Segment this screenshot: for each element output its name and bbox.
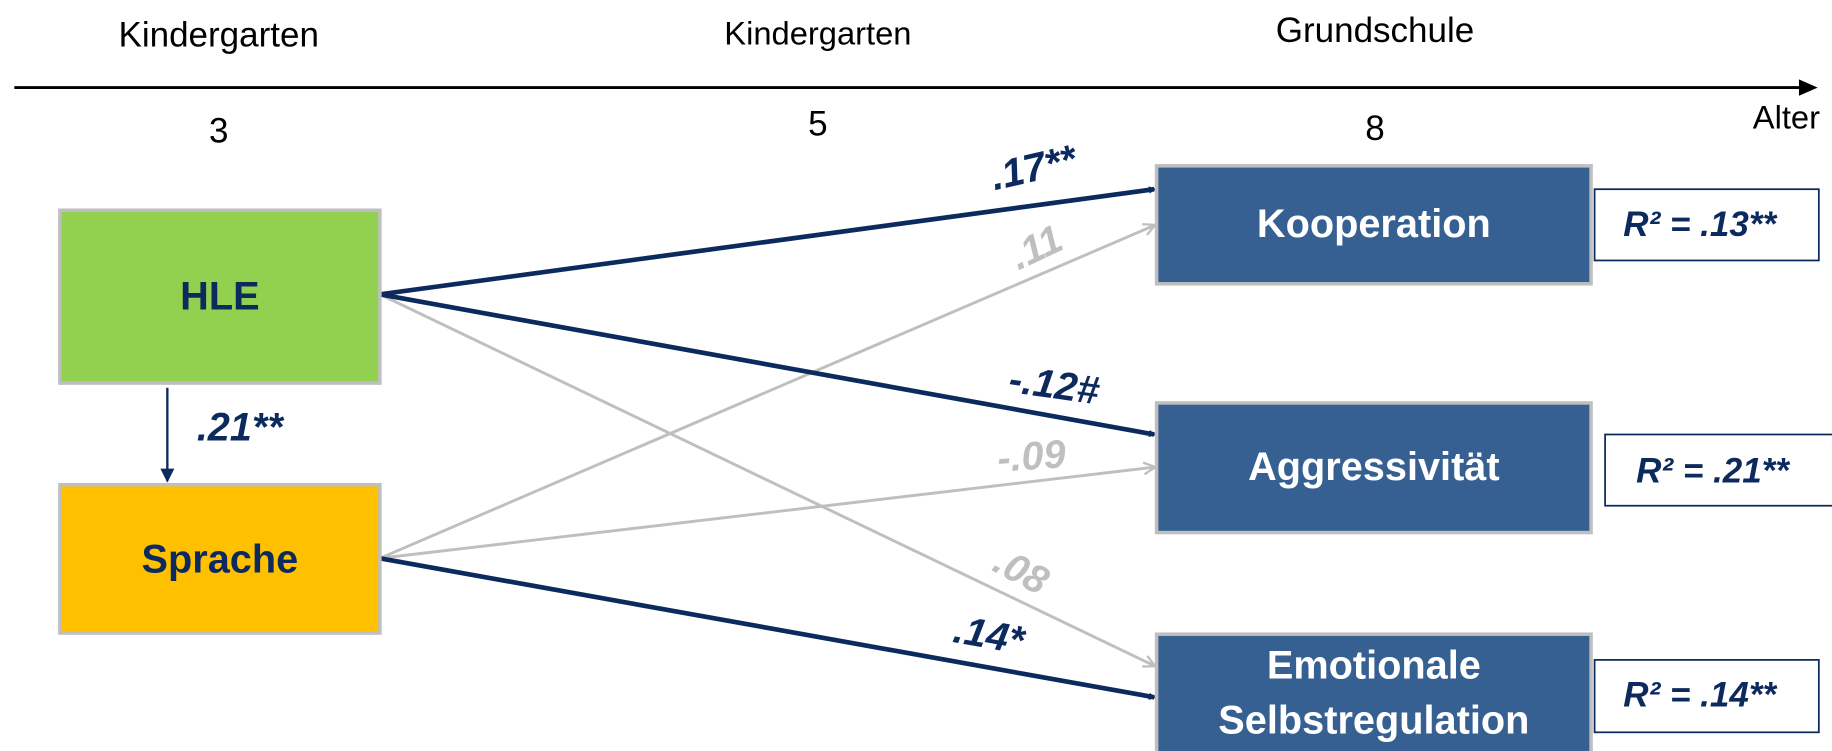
edge [379,223,1158,560]
node-label: Kooperation [1257,202,1491,246]
node-label: Emotionale [1267,644,1481,688]
edge [379,461,1159,560]
node-box [1154,164,1593,286]
timeline-arrowhead [1798,79,1818,96]
age-label: 8 [1365,109,1384,148]
r2-box [1593,659,1820,734]
stage-label: Grundschule [1276,11,1475,50]
node-box [58,208,382,385]
edge-label: .14* [950,607,1029,663]
edge [379,186,1157,297]
edge [379,292,1157,438]
node-label: Sprache [142,537,299,581]
node-box [58,482,382,635]
node-box [1154,401,1593,535]
r2-label: R² = .21** [1636,451,1790,490]
edge-label: -.09 [996,432,1067,481]
age-label: 3 [209,111,228,150]
axis-label: Alter [1753,98,1820,135]
stage-label: Kindergarten [724,14,911,51]
edge [379,293,1158,668]
edge-label: -.12# [1006,357,1103,413]
edge [379,555,1157,700]
node-label: HLE [180,274,259,318]
age-label: 5 [808,104,827,143]
edge-label: .21** [197,405,285,449]
r2-box [1593,188,1820,262]
stage-label: Kindergarten [118,16,319,55]
node-label: Selbstregulation [1218,698,1529,742]
r2-label: R² = .13** [1623,205,1777,244]
edge-label: .08 [986,539,1056,604]
r2-label: R² = .14** [1623,676,1777,715]
edge-label: .11 [1003,217,1069,279]
r2-box [1604,433,1832,507]
edge-label: .17** [986,137,1081,200]
node-label: Aggressivität [1248,445,1500,489]
node-box [1154,632,1593,751]
